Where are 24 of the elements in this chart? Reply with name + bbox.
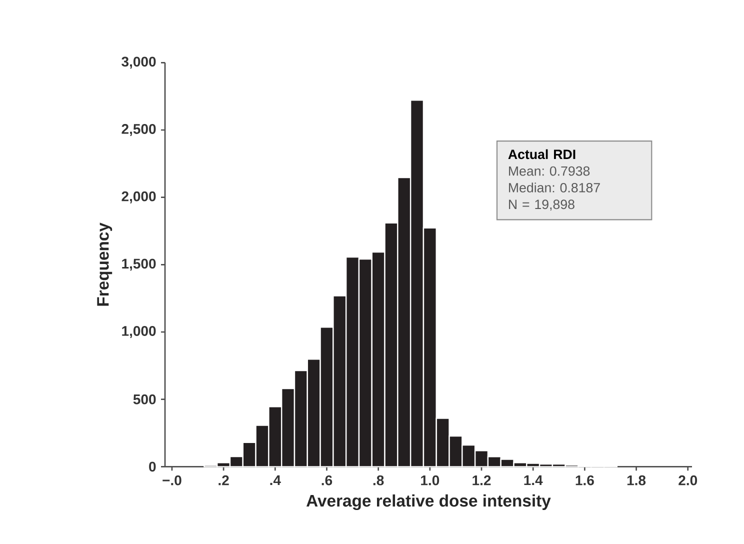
x-tick-label: 1.8 xyxy=(627,475,646,486)
x-tick-label: 1.4 xyxy=(524,475,543,486)
y-tick-label: 2,000 xyxy=(122,191,156,204)
x-tick-label: 1.0 xyxy=(421,475,440,486)
x-tick-label: .4 xyxy=(270,475,281,486)
y-tick-label: 1,000 xyxy=(122,326,156,338)
x-tick-label: 1.2 xyxy=(472,475,491,486)
y-tick-label: 0 xyxy=(149,462,156,472)
x-tick-label: .8 xyxy=(373,475,384,486)
y-axis-title: Frequency xyxy=(97,222,112,306)
y-tick-label: 3,000 xyxy=(122,56,156,69)
annotation: Median: 0.8187 xyxy=(509,182,600,192)
annotation: Actual RDI xyxy=(508,149,576,160)
x-tick-label: .6 xyxy=(322,475,332,486)
y-tick-label: 1,500 xyxy=(122,258,156,271)
annotation: N = 19,898 xyxy=(509,200,574,211)
x-axis-title: Average relative dose intensity xyxy=(306,494,551,510)
x-tick-label: .2 xyxy=(218,475,229,486)
x-tick-label: 1.6 xyxy=(576,475,594,486)
y-tick-label: 500 xyxy=(133,394,156,404)
annotation: Mean: 0.7938 xyxy=(509,166,590,176)
y-tick-label: 2,500 xyxy=(122,124,156,136)
x-tick-label: 2.0 xyxy=(678,475,698,486)
x-tick-label: −.0 xyxy=(162,475,182,486)
